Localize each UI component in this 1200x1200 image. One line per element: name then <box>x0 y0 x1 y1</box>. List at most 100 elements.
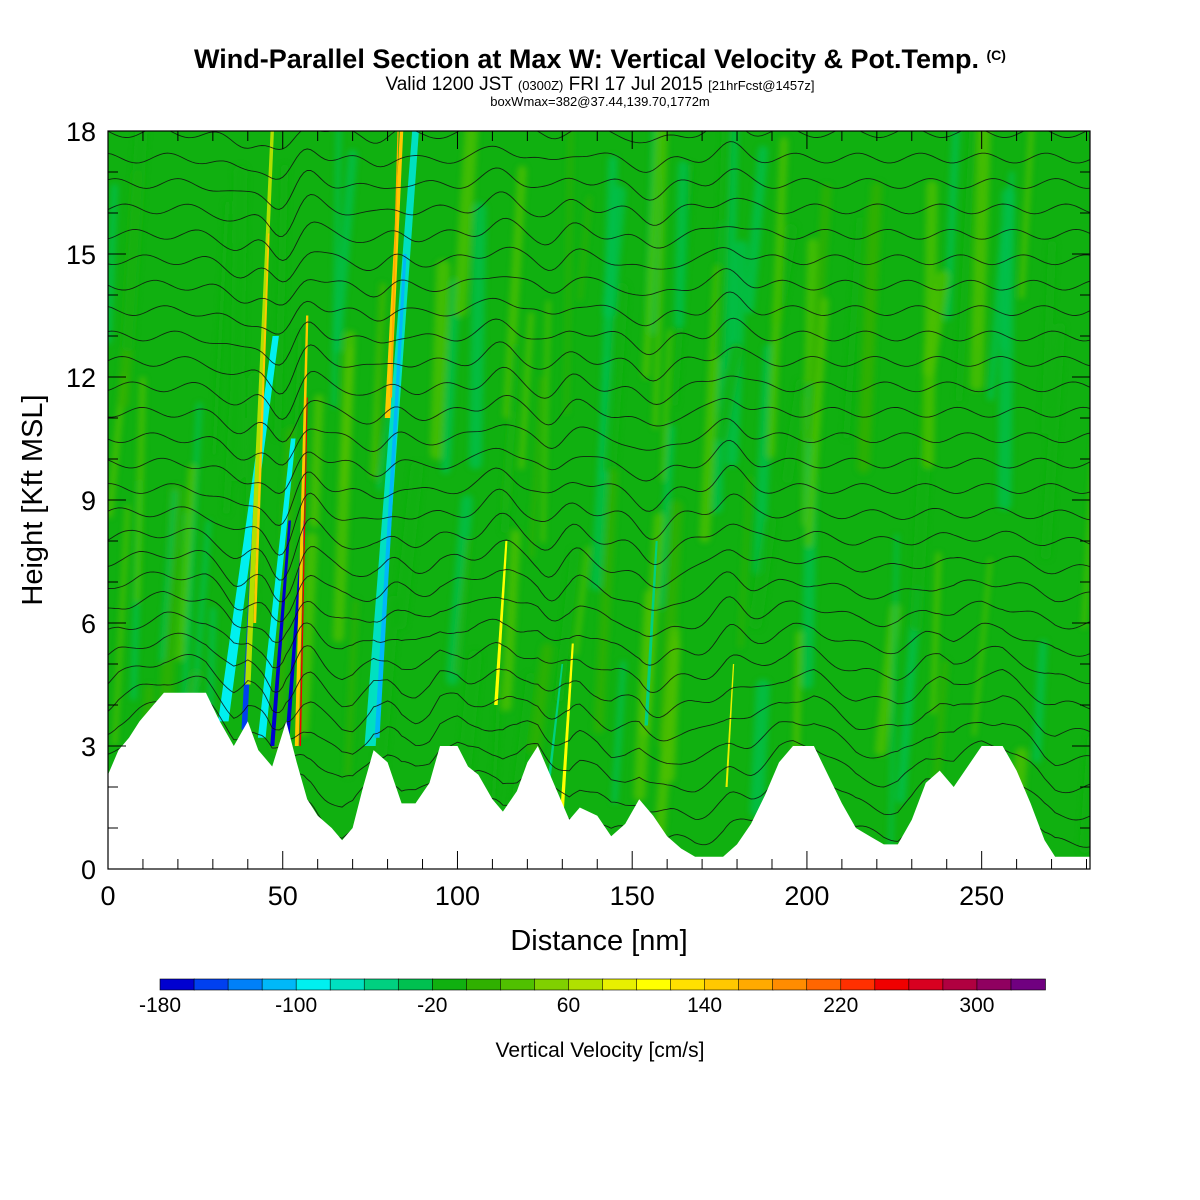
isentrope-7 <box>108 632 1090 694</box>
colorbar-tick-label: 140 <box>687 994 722 1017</box>
colorbar-label: Vertical Velocity [cm/s] <box>496 1039 705 1062</box>
field-patch <box>674 160 689 329</box>
field-patch <box>972 558 993 737</box>
field-patch <box>453 537 471 674</box>
colorbar-swatch <box>976 978 1012 991</box>
isentrope-20 <box>108 317 1090 366</box>
isentrope-17 <box>108 394 1090 443</box>
isentrope-24 <box>108 217 1090 261</box>
isentrope-22 <box>108 268 1090 306</box>
velocity-streak-7 <box>294 315 309 746</box>
colorbar-swatch <box>261 978 297 991</box>
colorbar-swatch <box>772 978 808 991</box>
isentrope-13 <box>108 488 1090 556</box>
colorbar: -180 -100 -20 60 140 220 300 <box>139 978 1046 1017</box>
field-patch <box>211 200 230 456</box>
isentrope-23 <box>108 246 1090 283</box>
colorbar-swatch <box>942 978 978 991</box>
velocity-streak-15 <box>546 664 564 787</box>
field-patch <box>987 228 1008 401</box>
field-patch <box>782 379 807 484</box>
colorbar-swatch <box>568 978 604 991</box>
field-patch <box>344 599 359 777</box>
isentrope-16 <box>108 418 1090 466</box>
field-patch <box>540 300 551 544</box>
y-tick-label: 6 <box>81 609 96 639</box>
field-patch <box>660 329 672 482</box>
field-patch <box>1032 639 1048 764</box>
field-patch <box>564 131 573 415</box>
colorbar-tick-label: -20 <box>417 994 447 1017</box>
field-patch <box>997 187 1016 511</box>
colorbar-tick-label: 60 <box>557 994 580 1017</box>
field-patch <box>714 131 733 359</box>
isentrope-9 <box>108 590 1090 643</box>
isentrope-6 <box>108 653 1090 719</box>
field-patch <box>749 515 777 630</box>
field-patch <box>955 131 976 402</box>
colorbar-swatch <box>1010 978 1046 991</box>
isentrope-26 <box>108 167 1090 210</box>
isentrope-28 <box>108 131 1088 150</box>
x-tick-label: 150 <box>610 881 655 911</box>
field-patch <box>339 346 355 491</box>
field-patch <box>180 402 203 722</box>
y-tick-label: 0 <box>81 855 96 885</box>
colorbar-swatch <box>704 978 740 991</box>
terrain-mask <box>108 692 1090 869</box>
colorbar-swatch <box>329 978 366 991</box>
x-axis-title: Distance [nm] <box>510 925 687 957</box>
colorbar-swatch <box>397 978 434 991</box>
velocity-streak-9 <box>364 131 419 746</box>
field-patch <box>714 342 744 442</box>
field-patch <box>1018 131 1035 299</box>
field-patch <box>134 376 146 603</box>
y-tick-label: 3 <box>81 732 96 762</box>
isentrope-29 <box>108 95 1090 125</box>
field-patch <box>922 180 938 469</box>
field-patch <box>602 185 627 319</box>
field-patch <box>969 131 991 391</box>
field-patch <box>446 494 473 686</box>
isentrope-12 <box>108 512 1090 581</box>
isentrope-11 <box>108 539 1090 603</box>
field-patch <box>331 131 342 409</box>
colorbar-swatch <box>806 978 842 991</box>
colorbar-tick-label: -180 <box>139 994 181 1017</box>
velocity-streak-13 <box>494 541 508 705</box>
colorbar-swatch <box>636 978 672 991</box>
field-patch <box>749 679 770 818</box>
isentrope-21 <box>108 291 1090 335</box>
field-texture <box>108 131 1090 869</box>
x-axis: 0 50 100 150 200 250 <box>100 131 1088 911</box>
field-patch <box>642 131 663 379</box>
colorbar-swatch <box>908 978 944 991</box>
field-patch <box>175 464 197 662</box>
x-tick-label: 0 <box>100 881 115 911</box>
field-patch <box>611 660 627 804</box>
velocity-streak-3 <box>270 520 291 746</box>
isentrope-27 <box>108 141 1090 180</box>
field-patch <box>858 181 883 446</box>
colorbar-swatch <box>227 978 263 991</box>
copyright-mark: (C) <box>986 47 1006 63</box>
isentrope-19 <box>108 341 1090 395</box>
y-tick-label: 9 <box>81 486 96 516</box>
colorbar-swatch <box>670 978 706 991</box>
field-patch <box>468 202 487 470</box>
field-patch <box>375 282 385 484</box>
field-patch <box>121 131 148 352</box>
y-axis-title: Height [Kft MSL] <box>17 394 49 605</box>
colorbar-swatch <box>159 978 195 991</box>
chart-title: Wind-Parallel Section at Max W: Vertical… <box>194 44 1006 74</box>
colorbar-swatch <box>466 978 502 991</box>
field-patch <box>528 643 554 754</box>
field-patch <box>888 533 899 865</box>
field-patch <box>529 376 545 559</box>
y-axis: 0 3 6 9 12 15 18 <box>66 117 1090 885</box>
isentrope-15 <box>108 439 1090 494</box>
colorbar-swatch <box>193 978 229 991</box>
x-tick-label: 50 <box>268 881 298 911</box>
isentrope-18 <box>108 366 1090 420</box>
velocity-streak-14 <box>560 643 574 808</box>
